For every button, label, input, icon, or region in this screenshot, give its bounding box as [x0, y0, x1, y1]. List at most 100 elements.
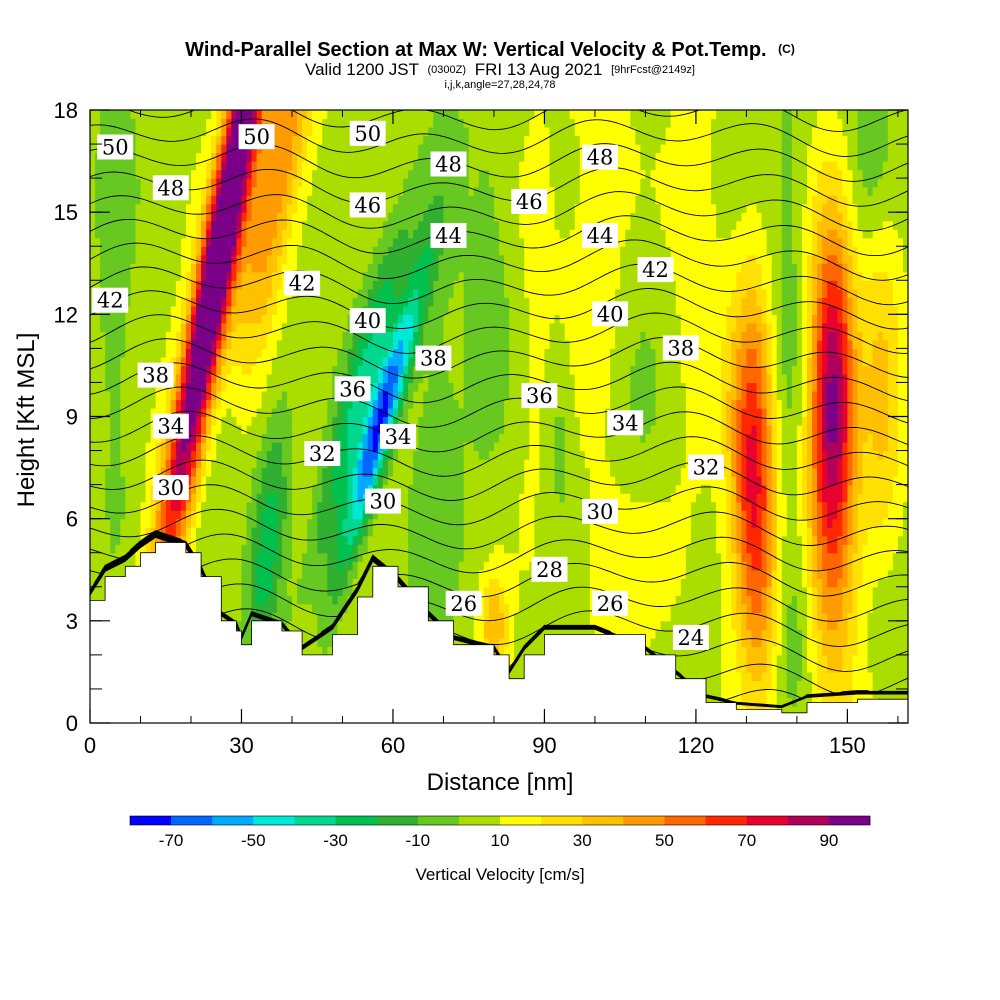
w-cell — [635, 629, 641, 639]
w-cell — [493, 493, 500, 503]
w-cell — [630, 595, 636, 605]
w-cell — [185, 467, 192, 477]
w-cell — [216, 484, 222, 494]
w-cell — [514, 527, 520, 537]
w-cell — [872, 501, 879, 511]
w-cell — [842, 535, 849, 545]
w-cell — [711, 569, 717, 579]
chart-title-text: Wind-Parallel Section at Max W: Vertical… — [185, 39, 766, 61]
w-cell — [110, 552, 116, 562]
w-cell — [534, 637, 540, 647]
w-cell — [862, 680, 869, 690]
w-cell — [726, 646, 732, 656]
w-cell — [352, 459, 359, 469]
w-cell — [504, 620, 510, 630]
w-cell — [640, 467, 647, 477]
w-cell — [711, 654, 717, 664]
w-cell — [746, 493, 753, 503]
w-cell — [892, 467, 899, 477]
w-cell — [468, 535, 475, 545]
w-cell — [721, 671, 727, 682]
w-cell — [711, 544, 717, 554]
w-cell — [776, 552, 783, 562]
w-cell — [261, 484, 268, 494]
w-cell — [433, 535, 440, 545]
w-cell — [817, 527, 823, 537]
w-cell — [519, 561, 525, 571]
w-cell — [145, 493, 152, 503]
w-cell — [837, 646, 843, 656]
w-cell — [499, 493, 505, 503]
w-cell — [241, 527, 248, 537]
w-cell — [190, 510, 197, 520]
w-cell — [872, 671, 879, 682]
w-cell — [493, 586, 500, 596]
w-cell — [418, 535, 424, 545]
w-cell — [231, 510, 238, 520]
w-cell — [635, 518, 641, 528]
w-cell — [327, 484, 333, 494]
w-cell — [892, 595, 899, 605]
w-cell — [852, 629, 859, 639]
w-cell — [706, 671, 712, 682]
w-cell — [625, 510, 631, 520]
w-cell — [746, 697, 753, 707]
w-cell — [847, 629, 854, 639]
w-cell — [756, 484, 763, 494]
w-cell — [443, 459, 450, 469]
w-cell — [317, 595, 323, 605]
w-cell — [286, 476, 293, 486]
w-cell — [645, 484, 652, 494]
w-cell — [140, 467, 147, 477]
w-cell — [807, 663, 813, 673]
w-cell — [645, 476, 652, 486]
w-cell — [231, 518, 238, 528]
w-cell — [827, 578, 833, 588]
w-cell — [902, 552, 908, 562]
w-cell — [660, 544, 667, 554]
w-cell — [256, 467, 263, 477]
w-cell — [448, 510, 455, 520]
w-cell — [751, 544, 758, 554]
w-cell — [357, 493, 364, 503]
w-cell — [615, 620, 621, 630]
w-cell — [716, 527, 722, 537]
w-cell — [690, 569, 697, 579]
w-cell — [817, 586, 823, 596]
w-cell — [812, 510, 818, 520]
w-cell — [433, 459, 440, 469]
w-cell — [342, 612, 349, 622]
w-cell — [716, 552, 722, 562]
w-cell — [226, 561, 232, 571]
w-cell — [286, 620, 293, 630]
w-cell — [726, 688, 732, 699]
w-cell — [90, 476, 96, 486]
w-cell — [216, 476, 222, 486]
w-cell — [438, 544, 445, 554]
w-cell — [362, 544, 369, 554]
w-cell — [680, 544, 687, 554]
w-cell — [781, 518, 788, 528]
w-cell — [842, 595, 849, 605]
w-cell — [226, 535, 232, 545]
w-cell — [615, 476, 621, 486]
w-cell — [786, 663, 793, 673]
w-cell — [650, 586, 657, 596]
w-cell — [776, 637, 783, 647]
w-cell — [872, 518, 879, 528]
w-cell — [776, 629, 783, 639]
w-cell — [721, 688, 727, 699]
w-cell — [741, 552, 748, 562]
w-cell — [716, 620, 722, 630]
w-cell — [887, 663, 894, 673]
w-cell — [90, 527, 96, 537]
w-cell — [625, 620, 631, 630]
w-cell — [610, 620, 616, 630]
w-cell — [655, 561, 662, 571]
w-cell — [786, 552, 793, 562]
w-cell — [736, 552, 742, 562]
w-cell — [499, 501, 505, 511]
w-cell — [529, 612, 535, 622]
w-cell — [761, 484, 768, 494]
w-cell — [766, 680, 773, 690]
